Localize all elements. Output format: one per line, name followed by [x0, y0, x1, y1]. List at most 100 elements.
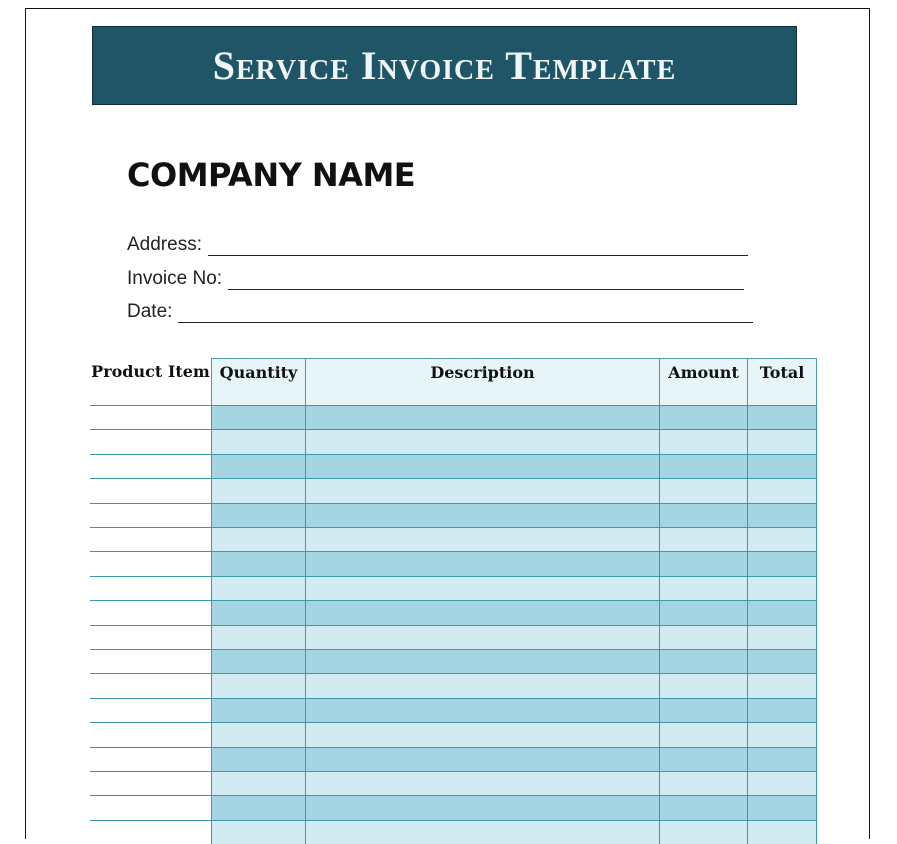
cell-total[interactable]	[747, 649, 817, 674]
cell-description[interactable]	[305, 819, 659, 844]
cell-total[interactable]	[747, 575, 817, 601]
cell-amount[interactable]	[659, 575, 747, 601]
cell-total[interactable]	[747, 722, 817, 747]
cell-total[interactable]	[747, 771, 817, 796]
cell-amount[interactable]	[659, 746, 747, 771]
cell-total[interactable]	[747, 819, 817, 844]
cell-description[interactable]	[305, 551, 659, 576]
cell-description[interactable]	[305, 478, 659, 503]
cell-amount[interactable]	[659, 819, 747, 844]
cell-description[interactable]	[305, 624, 659, 649]
cell-product-item[interactable]	[90, 819, 211, 844]
address-input-line[interactable]	[207, 237, 748, 256]
cell-total[interactable]	[747, 429, 817, 454]
title-banner: Service Invoice Template	[92, 26, 797, 105]
cell-total[interactable]	[747, 624, 817, 649]
cell-quantity[interactable]	[211, 502, 305, 527]
cell-product-item[interactable]	[90, 600, 211, 625]
cell-product-item[interactable]	[90, 746, 211, 771]
cell-description[interactable]	[305, 746, 659, 771]
cell-quantity[interactable]	[211, 673, 305, 698]
cell-description[interactable]	[305, 673, 659, 698]
cell-quantity[interactable]	[211, 771, 305, 796]
cell-amount[interactable]	[659, 697, 747, 723]
cell-product-item[interactable]	[90, 575, 211, 601]
cell-amount[interactable]	[659, 453, 747, 479]
cell-description[interactable]	[305, 697, 659, 723]
cell-amount[interactable]	[659, 722, 747, 747]
cell-description[interactable]	[305, 429, 659, 454]
table-row	[90, 429, 817, 454]
cell-description[interactable]	[305, 405, 659, 430]
cell-total[interactable]	[747, 478, 817, 503]
cell-amount[interactable]	[659, 527, 747, 552]
cell-quantity[interactable]	[211, 551, 305, 576]
cell-product-item[interactable]	[90, 649, 211, 674]
table-row	[90, 795, 817, 820]
cell-quantity[interactable]	[211, 697, 305, 723]
cell-quantity[interactable]	[211, 624, 305, 649]
cell-total[interactable]	[747, 527, 817, 552]
cell-quantity[interactable]	[211, 527, 305, 552]
cell-description[interactable]	[305, 502, 659, 527]
cell-quantity[interactable]	[211, 722, 305, 747]
table-row	[90, 575, 817, 601]
cell-product-item[interactable]	[90, 624, 211, 649]
cell-amount[interactable]	[659, 600, 747, 625]
cell-description[interactable]	[305, 575, 659, 601]
cell-total[interactable]	[747, 502, 817, 527]
cell-total[interactable]	[747, 405, 817, 430]
cell-total[interactable]	[747, 746, 817, 771]
cell-product-item[interactable]	[90, 551, 211, 576]
cell-total[interactable]	[747, 600, 817, 625]
cell-quantity[interactable]	[211, 649, 305, 674]
cell-product-item[interactable]	[90, 795, 211, 820]
cell-amount[interactable]	[659, 771, 747, 796]
cell-product-item[interactable]	[90, 527, 211, 552]
date-input-line[interactable]	[178, 304, 754, 323]
cell-amount[interactable]	[659, 795, 747, 820]
cell-description[interactable]	[305, 722, 659, 747]
cell-description[interactable]	[305, 527, 659, 552]
cell-amount[interactable]	[659, 624, 747, 649]
cell-product-item[interactable]	[90, 405, 211, 430]
cell-description[interactable]	[305, 795, 659, 820]
cell-product-item[interactable]	[90, 673, 211, 698]
cell-total[interactable]	[747, 551, 817, 576]
table-row	[90, 746, 817, 771]
cell-product-item[interactable]	[90, 771, 211, 796]
invoice-no-input-line[interactable]	[228, 271, 745, 290]
cell-quantity[interactable]	[211, 819, 305, 844]
cell-product-item[interactable]	[90, 722, 211, 747]
cell-amount[interactable]	[659, 405, 747, 430]
cell-amount[interactable]	[659, 673, 747, 698]
cell-total[interactable]	[747, 697, 817, 723]
cell-description[interactable]	[305, 453, 659, 479]
cell-product-item[interactable]	[90, 697, 211, 723]
table-row	[90, 502, 817, 527]
cell-amount[interactable]	[659, 429, 747, 454]
cell-total[interactable]	[747, 673, 817, 698]
cell-description[interactable]	[305, 600, 659, 625]
cell-quantity[interactable]	[211, 600, 305, 625]
cell-total[interactable]	[747, 795, 817, 820]
cell-description[interactable]	[305, 649, 659, 674]
cell-amount[interactable]	[659, 478, 747, 503]
cell-quantity[interactable]	[211, 429, 305, 454]
cell-product-item[interactable]	[90, 429, 211, 454]
date-label: Date:	[127, 301, 173, 322]
cell-product-item[interactable]	[90, 502, 211, 527]
cell-product-item[interactable]	[90, 478, 211, 503]
cell-quantity[interactable]	[211, 746, 305, 771]
cell-amount[interactable]	[659, 649, 747, 674]
cell-amount[interactable]	[659, 551, 747, 576]
cell-amount[interactable]	[659, 502, 747, 527]
cell-quantity[interactable]	[211, 405, 305, 430]
cell-quantity[interactable]	[211, 453, 305, 479]
cell-quantity[interactable]	[211, 575, 305, 601]
cell-quantity[interactable]	[211, 478, 305, 503]
cell-quantity[interactable]	[211, 795, 305, 820]
cell-product-item[interactable]	[90, 453, 211, 479]
cell-total[interactable]	[747, 453, 817, 479]
cell-description[interactable]	[305, 771, 659, 796]
